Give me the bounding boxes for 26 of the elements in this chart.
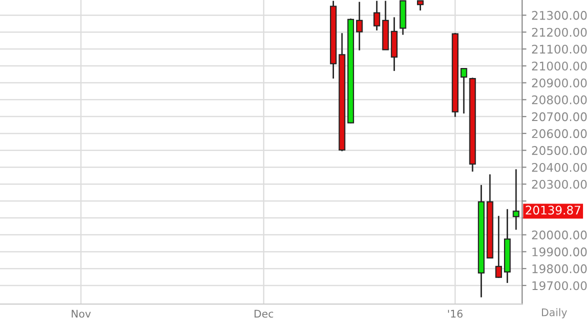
- x-tick-label: '16: [448, 310, 463, 318]
- y-tick-label: 20900.00: [532, 78, 587, 88]
- y-tick-label: 21100.00: [532, 44, 587, 54]
- candlestick: [356, 1, 363, 52]
- y-tick-label: 21200.00: [532, 28, 587, 37]
- y-tick-label: 19900.00: [532, 247, 587, 256]
- candlestick: [495, 215, 502, 279]
- text: 20139.87: [526, 206, 580, 215]
- y-tick-label: 21000.00: [532, 62, 587, 71]
- candlestick: [460, 67, 468, 114]
- text: Daily: [542, 308, 568, 318]
- y-tick-label: 20300.00: [532, 180, 587, 189]
- candlestick: [373, 0, 380, 32]
- x-tick-label: Nov: [72, 310, 91, 318]
- y-tick-label: 19700.00: [532, 281, 587, 290]
- y-tick-label: 20600.00: [532, 129, 587, 138]
- candlestick: [512, 168, 520, 230]
- x-tick-label: Dec: [254, 310, 274, 318]
- candlestick: [416, 0, 424, 12]
- y-tick-label: 19800.00: [532, 264, 587, 274]
- y-tick-label: 20500.00: [532, 146, 587, 155]
- y-tick-label: 20000.00: [532, 230, 587, 240]
- y-tick-label: 20800.00: [532, 95, 587, 104]
- y-tick-label: 20700.00: [532, 112, 587, 122]
- y-tick-label: 21300.00: [532, 10, 587, 20]
- y-tick-label: 20400.00: [532, 162, 587, 172]
